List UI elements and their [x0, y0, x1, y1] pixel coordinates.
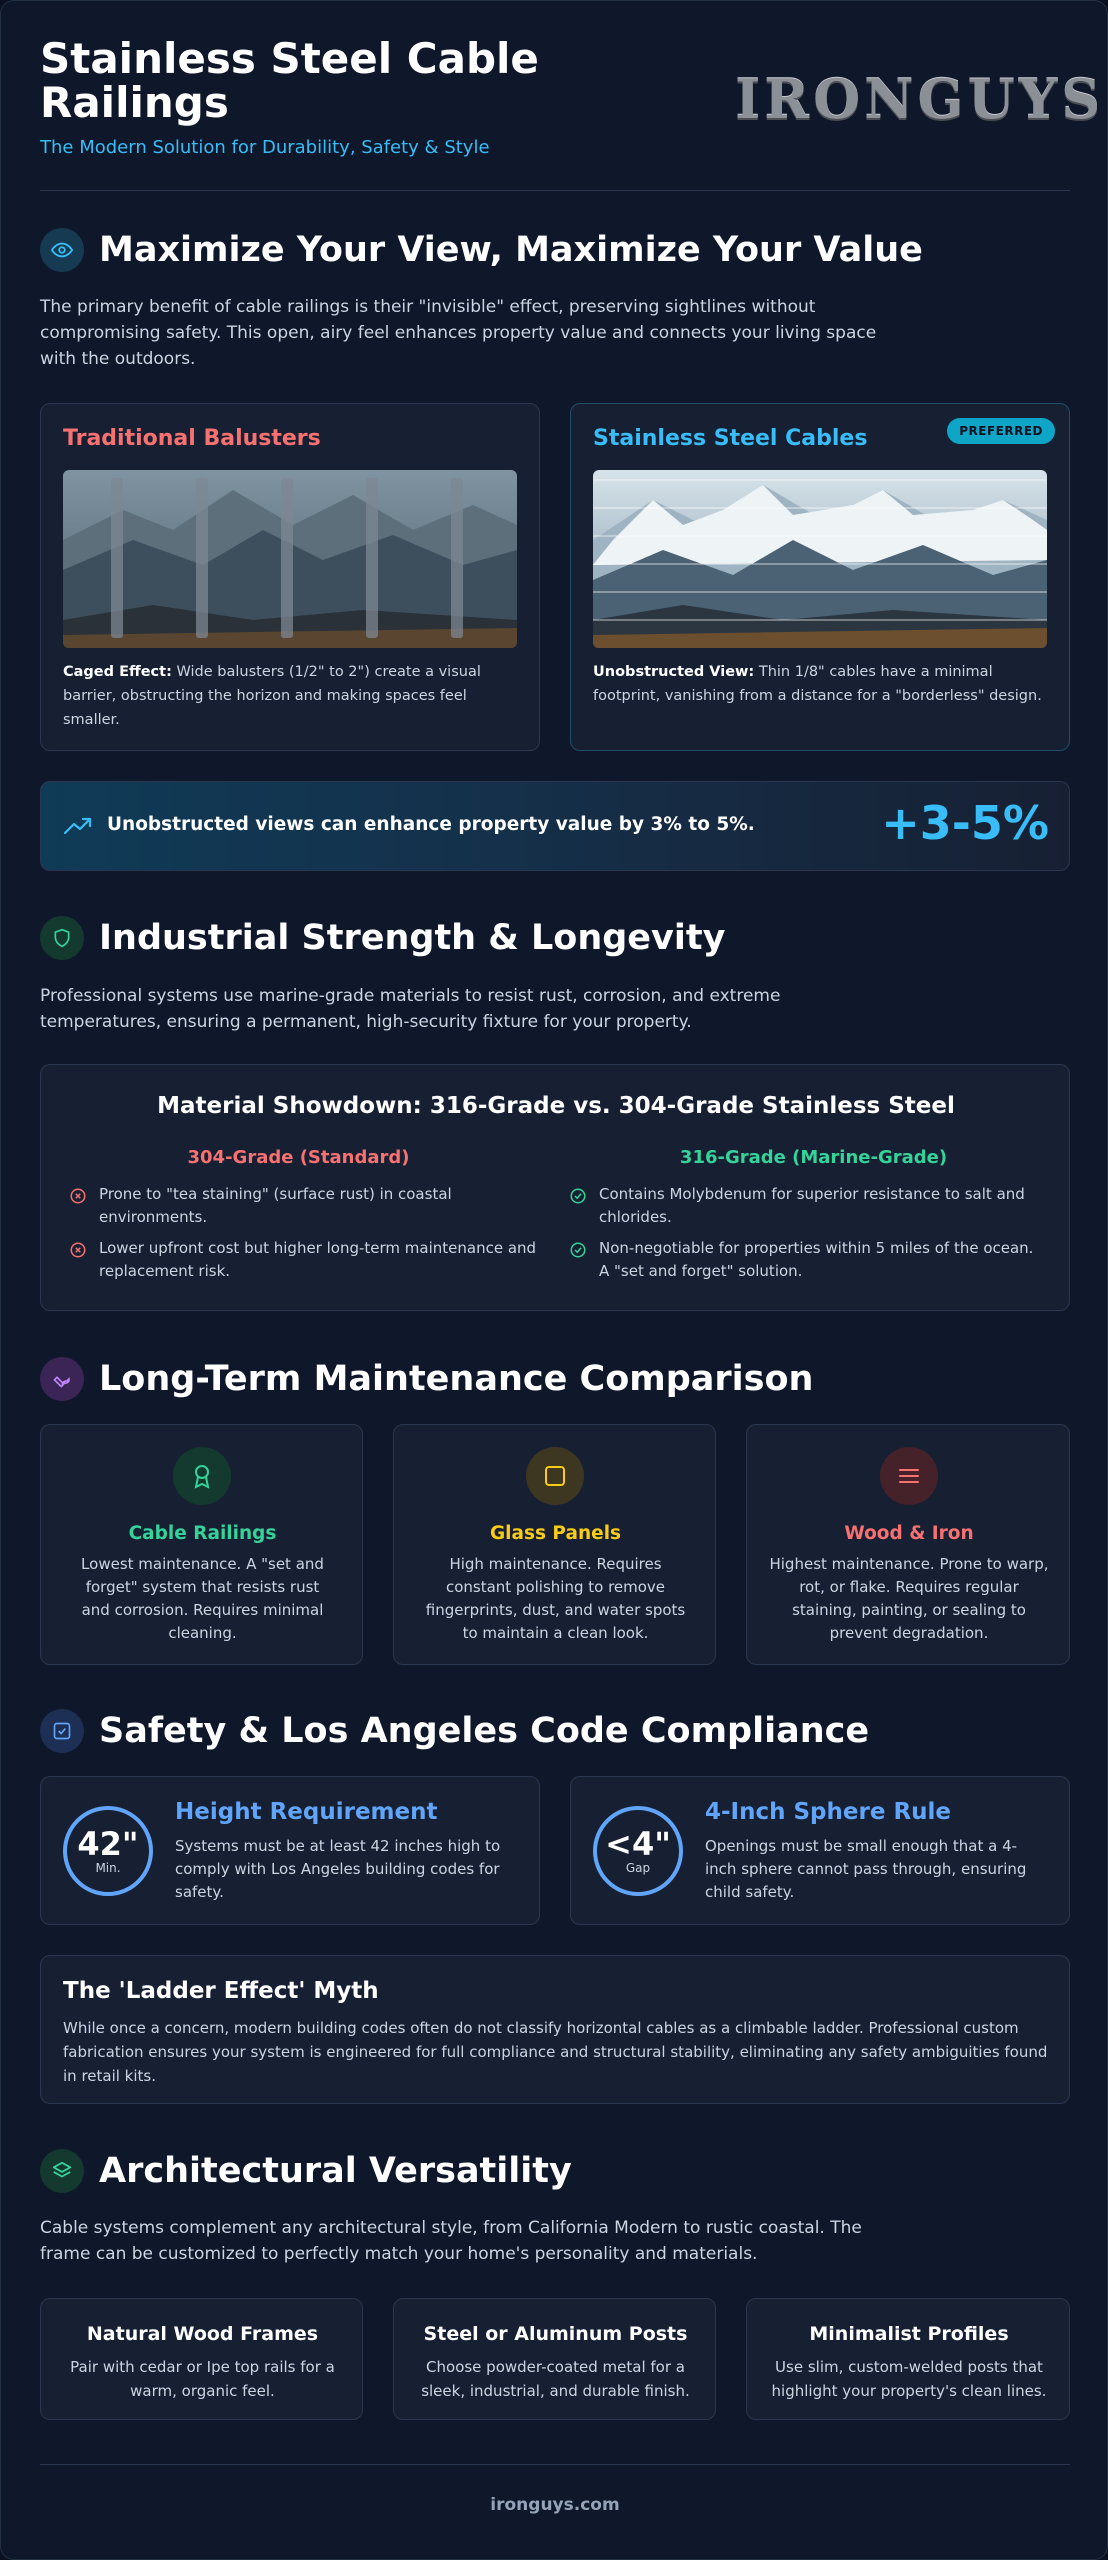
shield-icon: [40, 916, 84, 960]
banner-value: +3-5%: [881, 796, 1049, 850]
grade-304-item-1: Prone to "tea staining" (surface rust) i…: [99, 1185, 452, 1226]
card-traditional-balusters: Traditional Balusters Caged E: [40, 403, 540, 751]
wrench-icon: [40, 1357, 84, 1401]
section-title-strength: Industrial Strength & Longevity: [99, 918, 726, 958]
check-circle-icon: [569, 1187, 587, 1209]
cables-title: Stainless Steel Cables: [593, 426, 868, 451]
view-intro: The primary benefit of cable railings is…: [40, 297, 877, 369]
traditional-title: Traditional Balusters: [63, 426, 321, 451]
maintenance-card-glass: Glass Panels High maintenance. Requires …: [393, 1424, 716, 1665]
arch-card-desc: Use slim, custom-welded posts that highl…: [771, 2358, 1047, 2400]
arch-card-steel: Steel or Aluminum Posts Choose powder-co…: [393, 2298, 716, 2420]
sphere-ring: <4" Gap: [593, 1806, 683, 1896]
footer-divider: [40, 2464, 1070, 2465]
maintenance-card-desc: High maintenance. Requires constant poli…: [425, 1555, 686, 1642]
section-title-arch: Architectural Versatility: [99, 2151, 572, 2191]
maintenance-card-desc: Highest maintenance. Prone to warp, rot,…: [769, 1555, 1049, 1642]
property-value-banner: Unobstructed views can enhance property …: [40, 781, 1070, 871]
grade-304-heading: 304-Grade (Standard): [187, 1147, 410, 1168]
material-showdown-card: Material Showdown: 316-Grade vs. 304-Gra…: [40, 1064, 1070, 1311]
maintenance-card-title: Glass Panels: [489, 1523, 622, 1544]
maintenance-card-title: Cable Railings: [128, 1523, 277, 1544]
section-title-safety: Safety & Los Angeles Code Compliance: [99, 1711, 870, 1751]
height-unit: Min.: [95, 1861, 121, 1875]
check-circle-icon: [569, 1241, 587, 1263]
checkbox-icon: [40, 1709, 84, 1753]
height-value: 42": [77, 1825, 139, 1863]
arch-card-title: Minimalist Profiles: [809, 2323, 1009, 2345]
arch-card-desc: Choose powder-coated metal for a sleek, …: [421, 2358, 690, 2400]
award-icon: [173, 1447, 231, 1505]
height-title: Height Requirement: [175, 1799, 438, 1825]
card-stainless-cables: Stainless Steel Cables PREFERRED: [570, 403, 1070, 751]
arch-card-wood: Natural Wood Frames Pair with cedar or I…: [40, 2298, 363, 2420]
page-title: Stainless Steel Cable Railings: [40, 34, 539, 127]
section-title-view: Maximize Your View, Maximize Your Value: [99, 230, 923, 270]
maintenance-card-cable: Cable Railings Lowest maintenance. A "se…: [40, 1424, 363, 1665]
traditional-desc: Caged Effect: Wide balusters (1/2" to 2"…: [63, 664, 481, 728]
maintenance-card-desc: Lowest maintenance. A "set and forget" s…: [81, 1555, 324, 1642]
arch-card-title: Steel or Aluminum Posts: [423, 2323, 688, 2345]
ironguys-logo: IRONGUYS: [735, 67, 1105, 131]
ladder-effect-card: The 'Ladder Effect' Myth While once a co…: [40, 1955, 1070, 2104]
eye-icon: [40, 228, 84, 272]
cable-photo: [593, 470, 1047, 648]
maintenance-card-wood: Wood & Iron Highest maintenance. Prone t…: [746, 1424, 1070, 1665]
x-circle-icon: [69, 1241, 87, 1263]
height-requirement-card: 42" Min. Height Requirement Systems must…: [40, 1776, 540, 1925]
ladder-title: The 'Ladder Effect' Myth: [63, 1978, 379, 2004]
strength-intro: Professional systems use marine-grade ma…: [40, 986, 781, 1032]
grade-316-item-1: Contains Molybdenum for superior resista…: [599, 1185, 1025, 1226]
sphere-unit: Gap: [625, 1861, 651, 1875]
height-ring: 42" Min.: [63, 1806, 153, 1896]
trending-up-icon: [63, 815, 93, 841]
showdown-title: Material Showdown: 316-Grade vs. 304-Gra…: [157, 1093, 955, 1119]
menu-lines-icon: [880, 1447, 938, 1505]
grade-316-item-2: Non-negotiable for properties within 5 m…: [599, 1239, 1034, 1280]
square-icon: [526, 1447, 584, 1505]
grade-304-item-2: Lower upfront cost but higher long-term …: [99, 1239, 537, 1280]
baluster-photo: [63, 470, 517, 648]
arch-intro: Cable systems complement any architectur…: [40, 2218, 862, 2264]
preferred-badge: PREFERRED: [947, 418, 1055, 444]
grade-316-heading: 316-Grade (Marine-Grade): [679, 1147, 948, 1168]
banner-text: Unobstructed views can enhance property …: [107, 814, 755, 835]
sphere-rule-card: <4" Gap 4-Inch Sphere Rule Openings must…: [570, 1776, 1070, 1925]
arch-card-minimalist: Minimalist Profiles Use slim, custom-wel…: [746, 2298, 1070, 2420]
sphere-value: <4": [605, 1825, 671, 1863]
footer-link[interactable]: ironguys.com: [490, 2495, 620, 2515]
layers-icon: [40, 2149, 84, 2193]
header-divider: [40, 190, 1070, 191]
section-title-maintenance: Long-Term Maintenance Comparison: [99, 1359, 814, 1399]
cables-desc: Unobstructed View: Thin 1/8" cables have…: [593, 664, 1042, 704]
arch-card-title: Natural Wood Frames: [86, 2323, 319, 2345]
sphere-title: 4-Inch Sphere Rule: [705, 1799, 952, 1825]
sphere-desc: Openings must be small enough that a 4-i…: [705, 1837, 1027, 1901]
maintenance-card-title: Wood & Iron: [844, 1523, 974, 1544]
height-desc: Systems must be at least 42 inches high …: [175, 1837, 501, 1901]
arch-card-desc: Pair with cedar or Ipe top rails for a w…: [70, 2358, 335, 2400]
ladder-desc: While once a concern, modern building co…: [63, 2019, 1048, 2085]
page-subtitle: The Modern Solution for Durability, Safe…: [40, 137, 490, 158]
x-circle-icon: [69, 1187, 87, 1209]
